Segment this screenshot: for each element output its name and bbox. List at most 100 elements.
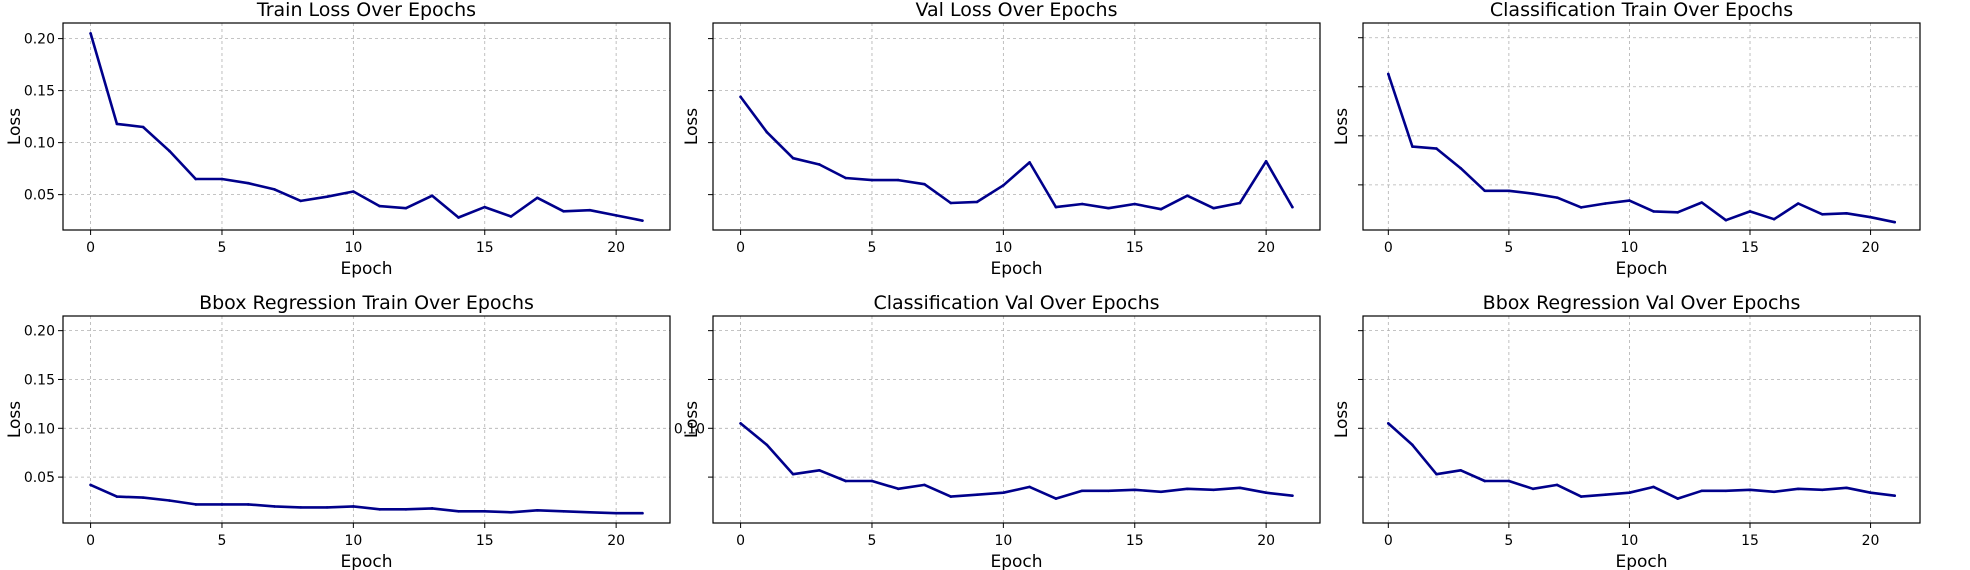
data-point: [818, 163, 821, 166]
data-point: [923, 484, 926, 487]
data-point: [1483, 189, 1486, 192]
y-tick-label: 0.15: [24, 84, 55, 100]
plot-frame: [1363, 23, 1920, 230]
chart-title: Bbox Regression Train Over Epochs: [199, 292, 534, 314]
x-tick-label: 10: [344, 240, 362, 256]
data-point: [1002, 184, 1005, 187]
data-point: [1821, 213, 1824, 216]
data-point: [510, 215, 513, 218]
data-point: [1845, 487, 1848, 490]
x-tick-label: 5: [1504, 240, 1513, 256]
x-tick-label: 0: [1384, 533, 1393, 549]
data-point: [844, 480, 847, 483]
x-tick-label: 0: [86, 533, 95, 549]
data-point: [273, 505, 276, 508]
chart-title: Classification Train Over Epochs: [1490, 0, 1793, 21]
x-axis-label: Epoch: [1615, 259, 1667, 279]
data-point: [431, 507, 434, 510]
chart-title: Classification Val Over Epochs: [873, 292, 1159, 314]
series-line: [741, 97, 1293, 209]
x-tick-label: 15: [476, 533, 494, 549]
y-tick-label: 0.10: [24, 136, 55, 152]
data-point: [792, 473, 795, 476]
chart-panel-4: 0 5 10 15 200.10Classification Val Over Epoc…: [674, 292, 1320, 570]
data-point: [1459, 167, 1462, 170]
data-point: [247, 182, 250, 185]
data-point: [1869, 491, 1872, 494]
data-point: [1580, 495, 1583, 498]
data-point: [1291, 206, 1294, 209]
plot-frame: [1363, 316, 1920, 523]
data-point: [352, 190, 355, 193]
x-tick-label: 10: [1621, 533, 1639, 549]
data-point: [1797, 488, 1800, 491]
data-point: [1107, 207, 1110, 210]
data-point: [457, 216, 460, 219]
data-point: [1749, 210, 1752, 213]
y-tick-label: 0.10: [24, 421, 55, 437]
data-point: [405, 207, 408, 210]
data-point: [1265, 160, 1268, 163]
data-point: [378, 508, 381, 511]
x-tick-label: 5: [868, 240, 877, 256]
data-point: [221, 178, 224, 181]
data-point: [326, 506, 329, 509]
x-tick-label: 5: [218, 240, 227, 256]
data-point: [1387, 422, 1390, 425]
data-point: [1411, 444, 1414, 447]
plot-frame: [713, 23, 1320, 230]
data-point: [1797, 202, 1800, 205]
data-point: [1676, 497, 1679, 500]
data-point: [1508, 480, 1511, 483]
x-tick-label: 20: [607, 240, 625, 256]
y-axis-label: Loss: [5, 401, 25, 438]
plot-frame: [63, 316, 670, 523]
data-point: [897, 179, 900, 182]
data-point: [792, 157, 795, 160]
data-point: [1028, 161, 1031, 164]
x-axis-label: Epoch: [340, 259, 392, 279]
data-point: [1652, 486, 1655, 489]
data-point: [116, 495, 119, 498]
y-axis-label: Loss: [682, 108, 702, 145]
data-point: [950, 202, 953, 205]
data-point: [950, 495, 953, 498]
data-point: [1160, 208, 1163, 211]
chart-title: Train Loss Over Epochs: [256, 0, 476, 21]
data-point: [483, 510, 486, 513]
data-point: [194, 178, 197, 181]
x-tick-label: 5: [868, 533, 877, 549]
data-point: [142, 126, 145, 129]
data-point: [536, 196, 539, 199]
data-point: [221, 503, 224, 506]
data-point: [89, 484, 92, 487]
data-point: [1700, 489, 1703, 492]
data-point: [378, 205, 381, 208]
data-point: [1212, 489, 1215, 492]
data-point: [1773, 490, 1776, 493]
x-tick-label: 0: [736, 240, 745, 256]
data-point: [1291, 494, 1294, 497]
data-point: [1435, 147, 1438, 150]
data-point: [405, 508, 408, 511]
data-point: [1435, 473, 1438, 476]
data-point: [589, 209, 592, 212]
data-point: [1028, 486, 1031, 489]
x-axis-label: Epoch: [1615, 552, 1667, 570]
data-point: [1532, 192, 1535, 195]
x-tick-label: 20: [607, 533, 625, 549]
data-point: [1676, 211, 1679, 214]
data-point: [589, 511, 592, 514]
x-tick-label: 15: [1741, 533, 1759, 549]
data-point: [871, 480, 874, 483]
data-point: [483, 206, 486, 209]
series-line: [1388, 423, 1894, 498]
data-point: [641, 219, 644, 222]
data-point: [976, 201, 979, 204]
data-point: [1628, 199, 1631, 202]
x-tick-label: 20: [1257, 533, 1275, 549]
data-point: [1411, 145, 1414, 148]
data-point: [194, 503, 197, 506]
data-point: [142, 496, 145, 499]
